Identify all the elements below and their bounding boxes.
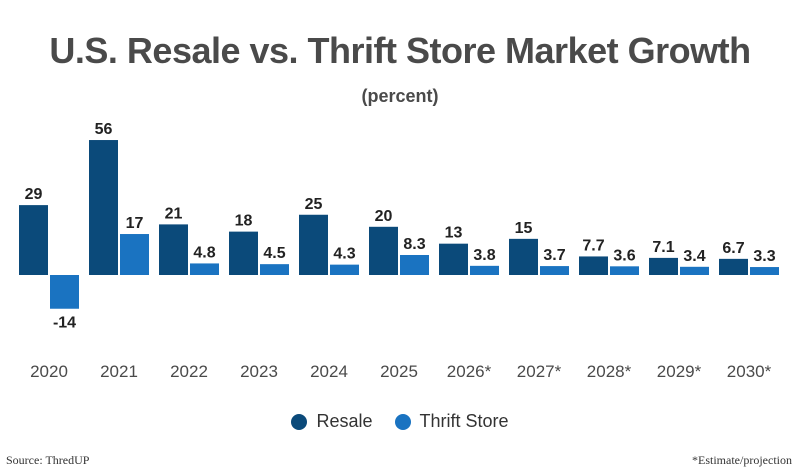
bar-thrift-store-2029 [680,266,709,275]
data-label-resale-2028: 7.7 [582,237,604,254]
bar-thrift-store-2026 [470,265,499,275]
data-label-resale-2029: 7.1 [652,239,674,256]
bar-resale-2020 [19,205,48,275]
data-label-thrift-store-2030: 3.3 [753,248,775,265]
bar-thrift-store-2020 [50,275,79,309]
x-tick-label-2030: 2030* [727,362,772,381]
x-tick-label-2027: 2027* [517,362,562,381]
x-tick-label-2023: 2023 [240,362,278,381]
data-label-thrift-store-2027: 3.7 [543,247,565,264]
x-tick-label-2020: 2020 [30,362,68,381]
legend-item-resale: Resale [291,411,373,432]
source-note: Source: ThredUP [6,453,90,467]
bar-thrift-store-2021 [120,234,149,275]
data-label-thrift-store-2023: 4.5 [263,245,285,262]
data-label-resale-2030: 6.7 [722,240,744,257]
x-tick-label-2024: 2024 [310,362,348,381]
data-label-thrift-store-2024: 4.3 [333,246,355,263]
x-tick-label-2028: 2028* [587,362,632,381]
bar-thrift-store-2030 [750,267,779,275]
bar-resale-2027 [509,238,538,275]
data-label-thrift-store-2025: 8.3 [403,236,425,253]
x-tick-label-2029: 2029* [657,362,702,381]
data-label-resale-2024: 25 [305,196,323,213]
legend-label-resale: Resale [316,411,373,431]
legend-swatch-resale [291,413,308,430]
bar-resale-2023 [229,231,258,275]
data-label-resale-2025: 20 [375,208,393,225]
chart-legend: Resale Thrift Store [0,411,800,432]
legend-item-thrift-store: Thrift Store [394,411,509,432]
bar-resale-2024 [299,214,328,275]
x-tick-label-2022: 2022 [170,362,208,381]
x-tick-label-2025: 2025 [380,362,418,381]
bar-resale-2022 [159,224,188,275]
chart-title: U.S. Resale vs. Thrift Store Market Grow… [49,30,751,71]
bar-thrift-store-2027 [540,266,569,275]
data-label-resale-2026: 13 [445,225,463,242]
data-label-thrift-store-2022: 4.8 [193,244,215,261]
bar-thrift-store-2025 [400,254,429,275]
bar-thrift-store-2022 [190,263,219,275]
bar-thrift-store-2023 [260,264,289,275]
data-label-thrift-store-2029: 3.4 [683,248,705,265]
legend-swatch-thrift-store [394,413,411,430]
data-label-resale-2020: 29 [25,186,43,203]
chart-subtitle: (percent) [361,86,439,106]
bar-resale-2025 [369,226,398,275]
data-label-resale-2021: 56 [95,121,113,138]
data-label-thrift-store-2020: -14 [53,315,76,332]
data-label-resale-2027: 15 [515,220,533,237]
bar-resale-2030 [719,258,748,275]
bar-resale-2028 [579,256,608,275]
data-label-resale-2023: 18 [235,213,253,230]
data-label-thrift-store-2021: 17 [126,215,144,232]
estimate-footnote: *Estimate/projection [692,453,792,467]
bar-resale-2029 [649,257,678,275]
legend-label-thrift-store: Thrift Store [419,411,509,431]
data-label-resale-2022: 21 [165,205,183,222]
bar-resale-2021 [89,140,118,275]
bar-thrift-store-2028 [610,266,639,275]
x-tick-label-2021: 2021 [100,362,138,381]
bar-thrift-store-2024 [330,264,359,275]
x-tick-label-2026: 2026* [447,362,492,381]
data-label-thrift-store-2026: 3.8 [473,247,495,264]
chart-plot: 29 -14 2020 56 17 2021 21 4.8 2022 18 4.5 2023 25 4.3… [19,121,779,381]
bar-resale-2026 [439,243,468,275]
data-label-thrift-store-2028: 3.6 [613,247,635,264]
